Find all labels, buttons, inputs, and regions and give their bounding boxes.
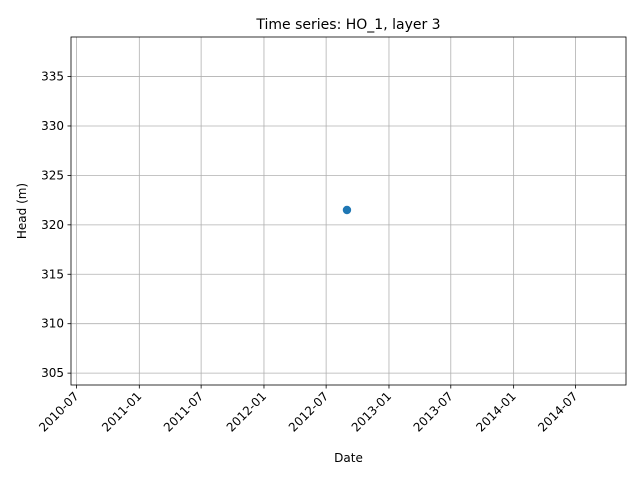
y-tick-label: 305 (41, 366, 64, 380)
x-tick-label: 2014-07 (535, 389, 580, 434)
y-tick-label: 335 (41, 70, 64, 84)
x-axis-label: Date (334, 451, 363, 465)
y-tick-label: 325 (41, 168, 64, 182)
data-points (342, 205, 352, 215)
x-tick-label: 2010-07 (36, 389, 81, 434)
y-tick-label: 330 (41, 119, 64, 133)
x-tick-label: 2013-07 (411, 389, 456, 434)
axes-frame (70, 36, 627, 386)
x-tick-label: 2012-01 (224, 389, 269, 434)
data-point (342, 205, 352, 215)
x-tick-label: 2011-01 (99, 389, 144, 434)
x-tick-label: 2014-01 (473, 389, 518, 434)
y-axis-ticks: 305 310 315 320 325 330 335 (41, 70, 71, 380)
x-tick-label: 2011-07 (161, 389, 206, 434)
y-tick-label: 315 (41, 267, 64, 281)
y-axis-label: Head (m) (15, 183, 29, 239)
y-gridlines (71, 76, 626, 374)
x-tick-label: 2013-01 (349, 389, 394, 434)
x-gridlines (76, 37, 576, 385)
x-axis-ticks: 2010-07 2011-01 2011-07 2012-01 2012-07 2013-… (36, 385, 581, 435)
y-tick-label: 320 (41, 218, 64, 232)
y-tick-label: 310 (41, 317, 64, 331)
x-tick-label: 2012-07 (286, 389, 331, 434)
chart-title: Time series: HO_1, layer 3 (255, 17, 440, 33)
